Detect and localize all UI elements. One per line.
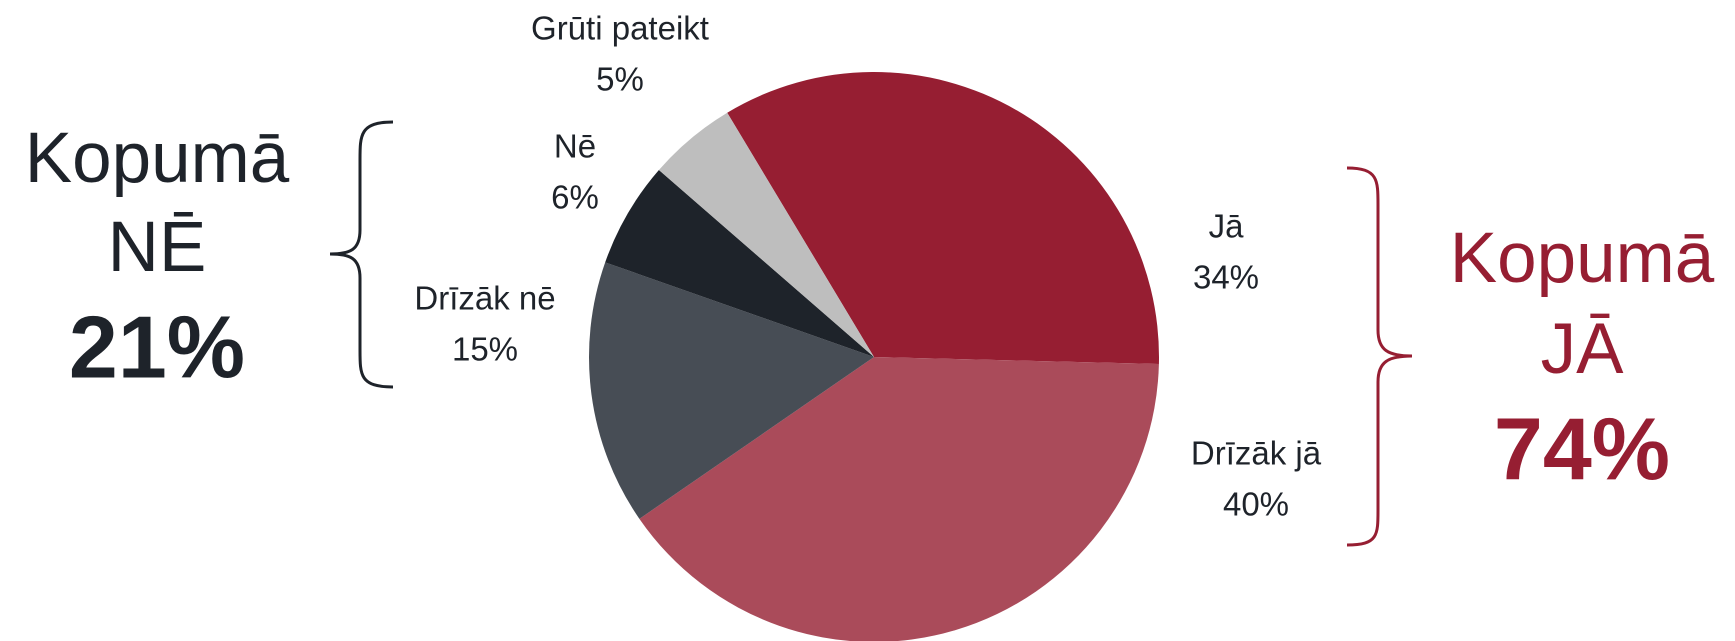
pie-slice: [639, 357, 1159, 641]
brace-yes: [1346, 166, 1413, 547]
brace-no: [329, 120, 394, 389]
pie-slice: [727, 72, 1159, 364]
summary-value: 74%: [1494, 399, 1670, 498]
slice-label: Drīzāk nē: [414, 280, 555, 317]
summary-group: NĒ: [108, 208, 207, 287]
pie-slice: [589, 262, 874, 519]
pie-slice: [658, 112, 874, 357]
slice-label: Nē: [554, 128, 596, 165]
summary-value: 21%: [69, 297, 245, 396]
slice-label: Jā: [1209, 208, 1245, 245]
pie-slice: [605, 170, 874, 357]
slice-value-label: 40%: [1223, 486, 1289, 523]
slice-value-label: 5%: [596, 61, 644, 98]
slice-value-label: 6%: [551, 179, 599, 216]
summary-group: JĀ: [1541, 310, 1625, 389]
slice-value-label: 15%: [452, 331, 518, 368]
slice-label: Drīzāk jā: [1191, 435, 1322, 472]
summary-title: Kopumā: [1450, 219, 1715, 298]
slice-value-label: 34%: [1193, 259, 1259, 296]
slice-label: Grūti pateikt: [531, 10, 709, 47]
summary-title: Kopumā: [25, 119, 290, 198]
